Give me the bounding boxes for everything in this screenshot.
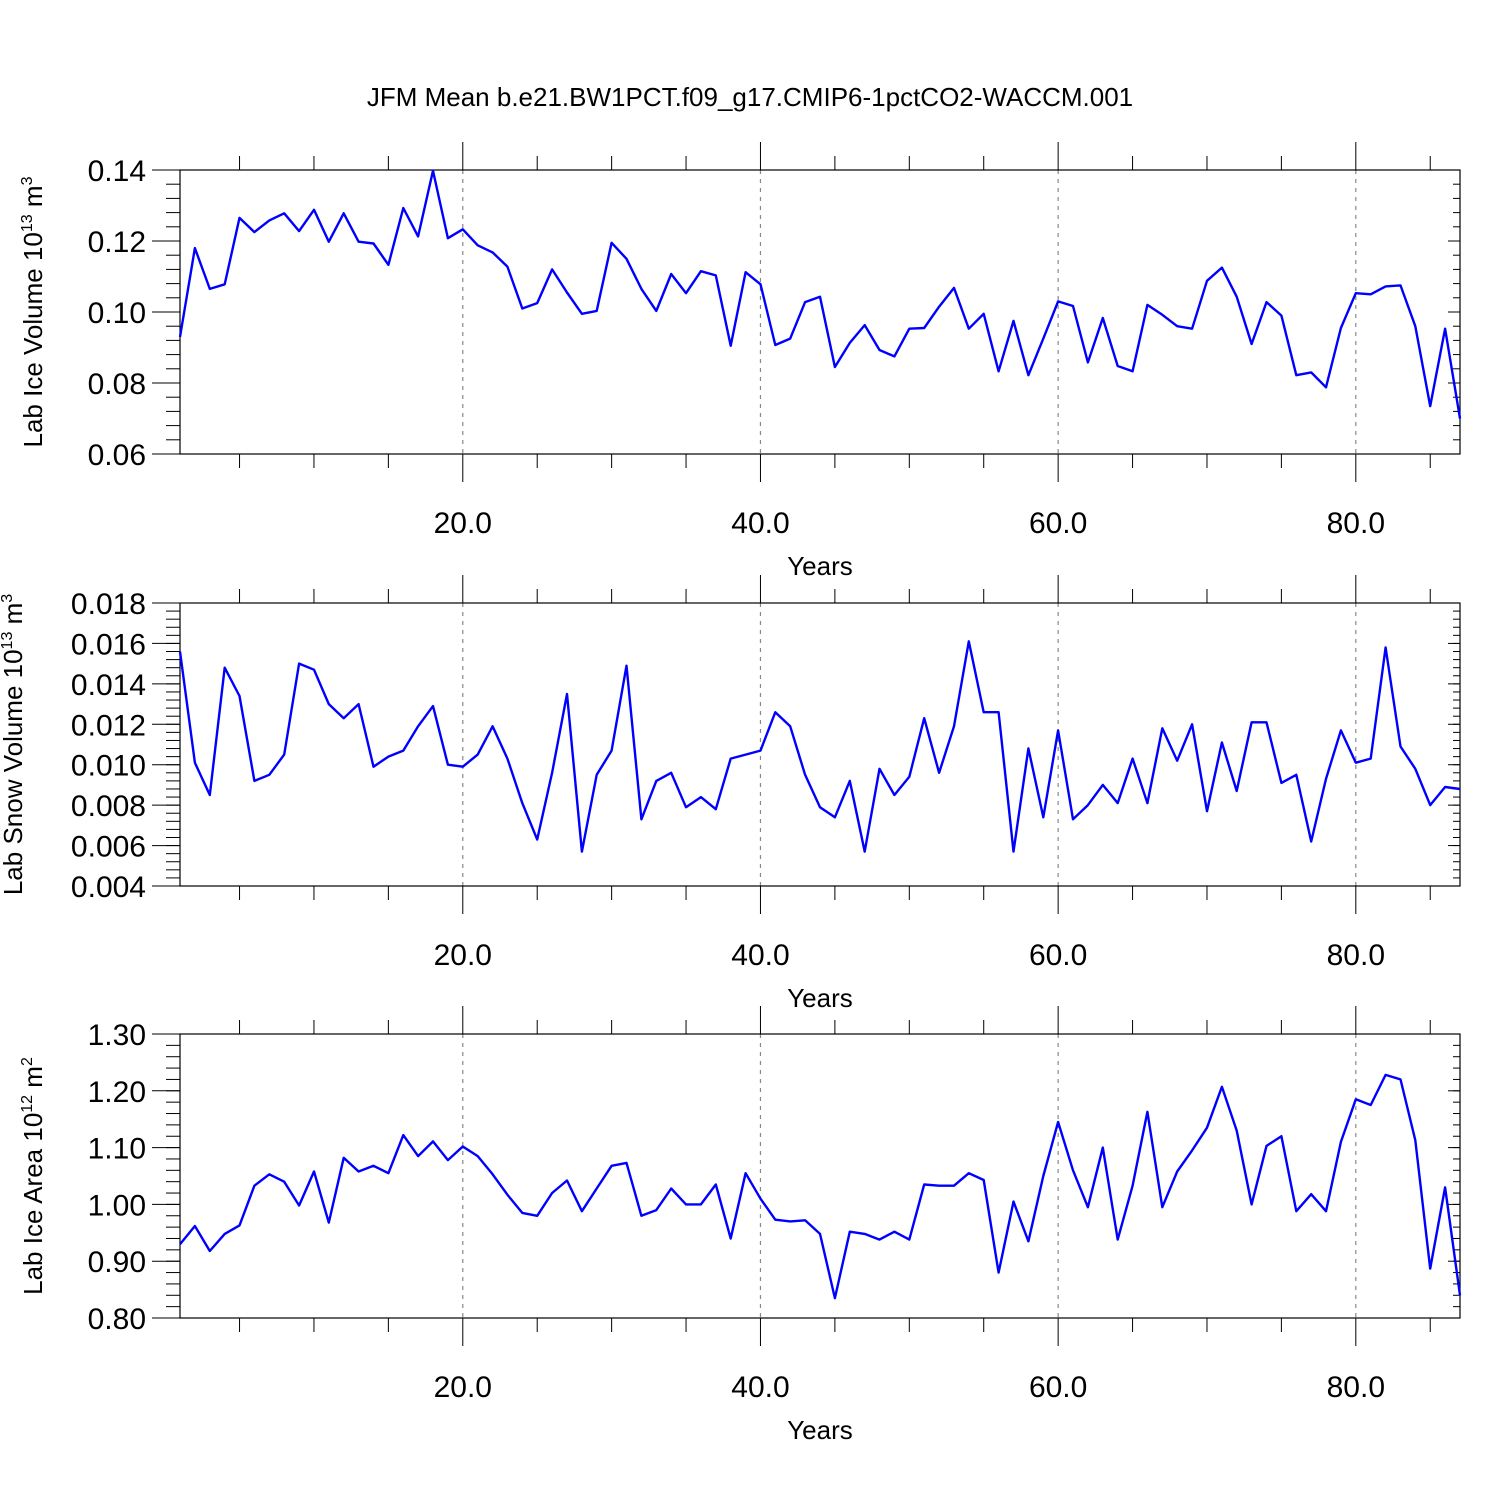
y-tick-label: 0.012: [71, 709, 146, 742]
y-tick-label: 1.00: [88, 1189, 146, 1222]
plot-frame: [179, 169, 1461, 455]
x-axis-label: Years: [787, 551, 853, 581]
y-axis-label-text: Lab Ice Volume 10: [18, 232, 48, 447]
series-line-1: [178, 169, 1462, 419]
y-tick-label: 1.10: [88, 1133, 146, 1166]
x-axis-label: Years: [787, 1415, 853, 1445]
y-tick-label: 0.006: [71, 831, 146, 864]
y-tick-label: 0.010: [71, 750, 146, 783]
x-tick-label: 60.0: [1029, 1371, 1087, 1404]
x-tick-label: 80.0: [1327, 1371, 1385, 1404]
plot-frame: [179, 602, 1461, 887]
y-tick-label: 0.06: [88, 439, 146, 472]
y-tick-label: 0.016: [71, 628, 146, 661]
x-tick-label: 40.0: [731, 507, 789, 540]
y-axis-label-unit: m: [18, 1066, 48, 1095]
y-axis-label-unit: m: [18, 185, 48, 214]
chart-panel-2: 0.004 0.006 0.008 0.010 0.012 0.014 0.016 0.018…: [0, 575, 1461, 1013]
y-tick-label: 1.30: [88, 1019, 146, 1052]
x-tick-label: 20.0: [434, 507, 492, 540]
y-axis-label: Lab Ice Area 1012 m2: [18, 1057, 48, 1295]
y-tick-label: 0.018: [71, 588, 146, 621]
series-line-1: [178, 640, 1461, 853]
x-tick-label: 40.0: [731, 1371, 789, 1404]
y-axis-label-unit-exponent: 3: [19, 176, 36, 185]
x-axis-label: Years: [787, 983, 853, 1013]
x-tick-label: 80.0: [1327, 507, 1385, 540]
y-axis-label-exponent: 13: [0, 632, 16, 650]
y-tick-label: 0.14: [88, 155, 146, 188]
y-axis-label-text: Lab Ice Area 10: [18, 1113, 48, 1295]
y-tick-label: 0.004: [71, 871, 146, 904]
y-tick-label: 0.12: [88, 226, 146, 259]
y-tick-label: 0.10: [88, 297, 146, 330]
chart-panel-1: 0.06 0.08 0.10 0.12 0.14 20.0 40.0 60.0 80.0 Year…: [18, 142, 1462, 581]
y-axis-label-unit-exponent: 2: [19, 1057, 36, 1066]
x-tick-label: 60.0: [1029, 939, 1087, 972]
x-tick-label: 80.0: [1327, 939, 1385, 972]
series-line-1: [179, 1073, 1462, 1300]
y-tick-label: 0.008: [71, 790, 146, 823]
y-axis-label: Lab Snow Volume 1013 m3: [0, 594, 28, 895]
x-tick-label: 20.0: [434, 1371, 492, 1404]
y-axis-label-exponent: 13: [19, 214, 36, 232]
y-tick-label: 1.20: [88, 1076, 146, 1109]
y-tick-label: 0.80: [88, 1303, 146, 1336]
y-axis-label-text: Lab Snow Volume 10: [0, 649, 28, 895]
y-tick-label: 0.90: [88, 1246, 146, 1279]
y-axis-label-unit-exponent: 3: [0, 594, 16, 603]
y-axis-label: Lab Ice Volume 1013 m3: [18, 176, 48, 447]
y-tick-label: 0.014: [71, 669, 146, 702]
chart-panel-3: 0.80 0.90 1.00 1.10 1.20 1.30 20.0 40.0 60.0 80.0…: [18, 1006, 1462, 1445]
y-axis-label-unit: m: [0, 603, 28, 632]
y-axis-label-exponent: 12: [19, 1095, 36, 1113]
x-tick-label: 60.0: [1029, 507, 1087, 540]
plot-frame: [179, 1033, 1461, 1319]
x-tick-label: 20.0: [434, 939, 492, 972]
chart-title: JFM Mean b.e21.BW1PCT.f09_g17.CMIP6-1pct…: [367, 82, 1133, 112]
x-tick-label: 40.0: [731, 939, 789, 972]
y-tick-label: 0.08: [88, 368, 146, 401]
